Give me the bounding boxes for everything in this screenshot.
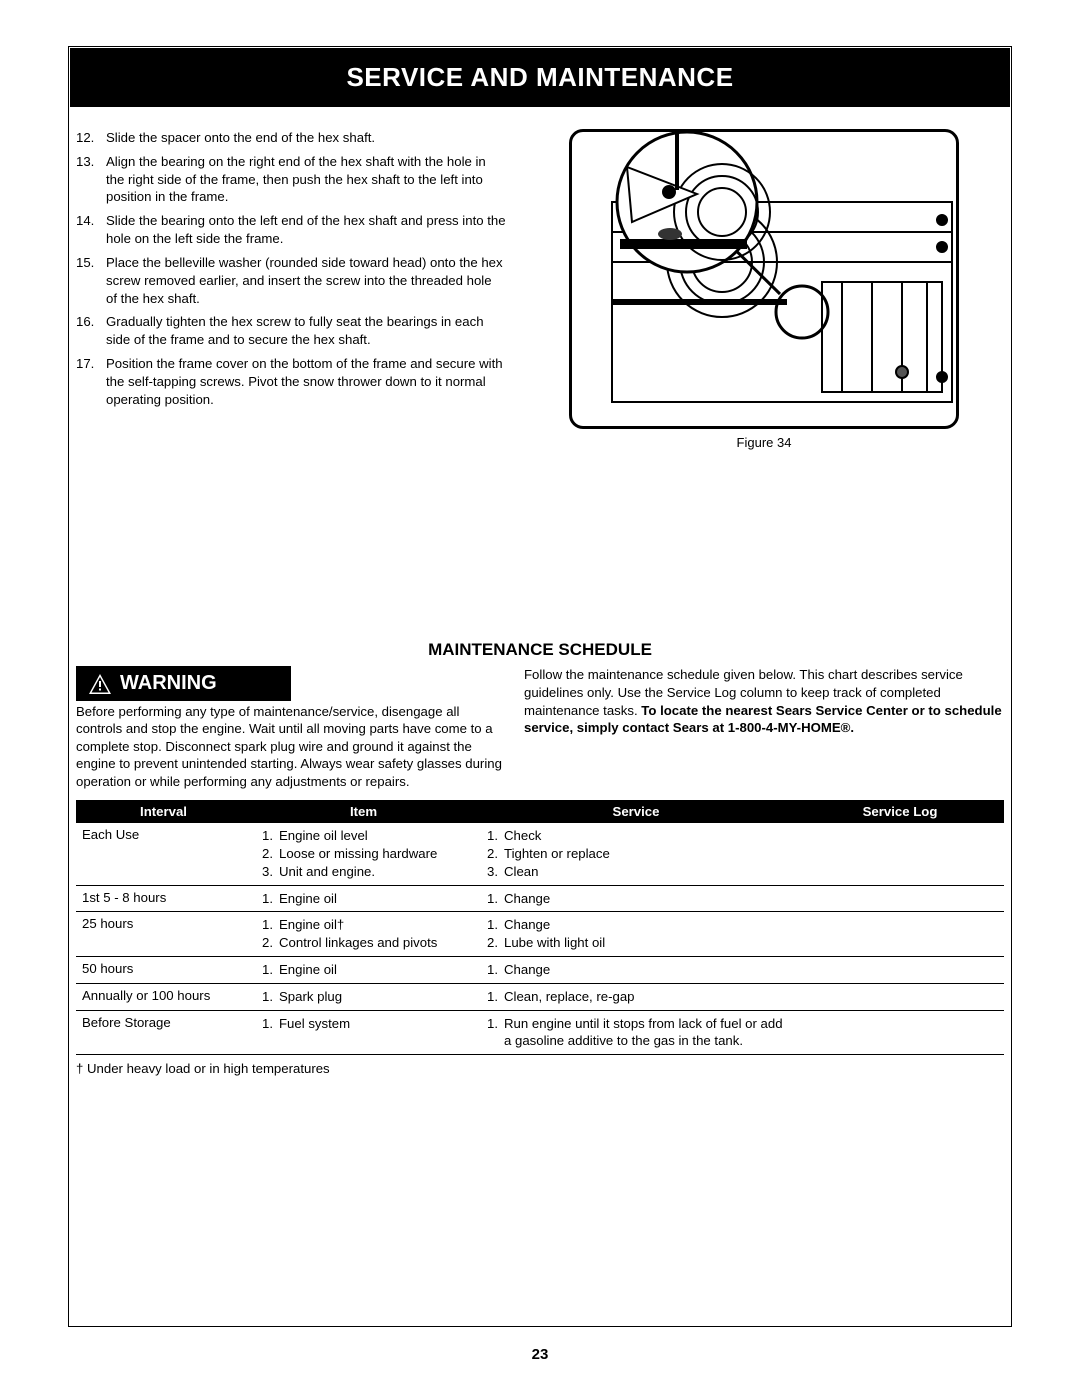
list-item: 2.Lube with light oil — [476, 934, 790, 952]
step-item: Slide the spacer onto the end of the hex… — [76, 129, 506, 147]
list-item: 1.Check — [476, 827, 790, 845]
list-item: 1.Engine oil — [251, 890, 470, 908]
warning-label: WARNING — [120, 672, 217, 695]
cell-item: 1.Engine oil†2.Control linkages and pivo… — [251, 912, 476, 957]
schedule-intro: Follow the maintenance schedule given be… — [524, 666, 1004, 790]
cell-item: 1.Engine oil — [251, 885, 476, 912]
page-number: 23 — [0, 1346, 1080, 1363]
cell-interval: Before Storage — [76, 1010, 251, 1055]
cell-item: 1.Spark plug — [251, 983, 476, 1010]
cell-interval: Each Use — [76, 823, 251, 885]
step-item: Position the frame cover on the bottom o… — [76, 355, 506, 408]
warning-left: WARNING Before performing any type of ma… — [76, 666, 506, 790]
col-interval: Interval — [76, 800, 251, 823]
list-item: 1.Change — [476, 890, 790, 908]
cell-interval: 25 hours — [76, 912, 251, 957]
figure-caption: Figure 34 — [737, 435, 792, 450]
col-service: Service — [476, 800, 796, 823]
cell-service: 1.Check2.Tighten or replace3.Clean — [476, 823, 796, 885]
warning-text: Before performing any type of maintenanc… — [76, 703, 506, 790]
list-item: 1.Run engine until it stops from lack of… — [476, 1015, 790, 1051]
table-row: Annually or 100 hours1.Spark plug 1.Clean… — [76, 983, 1004, 1010]
step-item: Gradually tighten the hex screw to fully… — [76, 313, 506, 349]
cell-service: 1.Run engine until it stops from lack of… — [476, 1010, 796, 1055]
maintenance-table: Interval Item Service Service Log Each U… — [76, 800, 1004, 1055]
cell-service-log — [796, 885, 1004, 912]
steps-list: Slide the spacer onto the end of the hex… — [76, 129, 506, 408]
cell-service-log — [796, 983, 1004, 1010]
list-item: 3.Unit and engine. — [251, 863, 470, 881]
col-service-log: Service Log — [796, 800, 1004, 823]
list-item: 1.Fuel system — [251, 1015, 470, 1033]
cell-service-log — [796, 823, 1004, 885]
cell-service: 1.Clean, replace, re-gap — [476, 983, 796, 1010]
figure-box — [569, 129, 959, 429]
cell-service-log — [796, 1010, 1004, 1055]
cell-interval: Annually or 100 hours — [76, 983, 251, 1010]
step-item: Slide the bearing onto the left end of t… — [76, 212, 506, 248]
list-item: 1.Engine oil† — [251, 916, 470, 934]
cell-service-log — [796, 912, 1004, 957]
top-section: Slide the spacer onto the end of the hex… — [70, 129, 1010, 450]
warning-banner: WARNING — [76, 666, 291, 701]
cell-service: 1.Change — [476, 885, 796, 912]
cell-service: 1.Change — [476, 956, 796, 983]
col-item: Item — [251, 800, 476, 823]
page-title: SERVICE AND MAINTENANCE — [346, 62, 733, 92]
figure-column: Figure 34 — [524, 129, 1004, 450]
page-title-banner: SERVICE AND MAINTENANCE — [70, 48, 1010, 107]
table-row: Each Use1.Engine oil level2.Loose or mis… — [76, 823, 1004, 885]
table-row: 50 hours1.Engine oil 1.Change — [76, 956, 1004, 983]
list-item: 3.Clean — [476, 863, 790, 881]
cell-service-log — [796, 956, 1004, 983]
figure-svg — [572, 132, 959, 429]
cell-interval: 50 hours — [76, 956, 251, 983]
step-item: Align the bearing on the right end of th… — [76, 153, 506, 206]
list-item: 1.Engine oil — [251, 961, 470, 979]
list-item: 2.Control linkages and pivots — [251, 934, 470, 952]
steps-column: Slide the spacer onto the end of the hex… — [76, 129, 506, 450]
table-row: Before Storage1.Fuel system 1.Run engine … — [76, 1010, 1004, 1055]
list-item: 1.Clean, replace, re-gap — [476, 988, 790, 1006]
warning-row: WARNING Before performing any type of ma… — [70, 666, 1010, 790]
list-item: 1.Spark plug — [251, 988, 470, 1006]
list-item: 2.Loose or missing hardware — [251, 845, 470, 863]
cell-item: 1.Engine oil level2.Loose or missing har… — [251, 823, 476, 885]
list-item: 1.Engine oil level — [251, 827, 470, 845]
list-item: 2.Tighten or replace — [476, 845, 790, 863]
cell-item: 1.Fuel system — [251, 1010, 476, 1055]
list-item: 1.Change — [476, 916, 790, 934]
cell-service: 1.Change2.Lube with light oil — [476, 912, 796, 957]
table-row: 1st 5 - 8 hours1.Engine oil 1.Change — [76, 885, 1004, 912]
warning-icon — [88, 673, 112, 695]
table-row: 25 hours1.Engine oil†2.Control linkages … — [76, 912, 1004, 957]
cell-interval: 1st 5 - 8 hours — [76, 885, 251, 912]
cell-item: 1.Engine oil — [251, 956, 476, 983]
schedule-heading: MAINTENANCE SCHEDULE — [70, 640, 1010, 660]
table-footnote: † Under heavy load or in high temperatur… — [76, 1061, 1004, 1076]
list-item: 1.Change — [476, 961, 790, 979]
step-item: Place the belleville washer (rounded sid… — [76, 254, 506, 307]
